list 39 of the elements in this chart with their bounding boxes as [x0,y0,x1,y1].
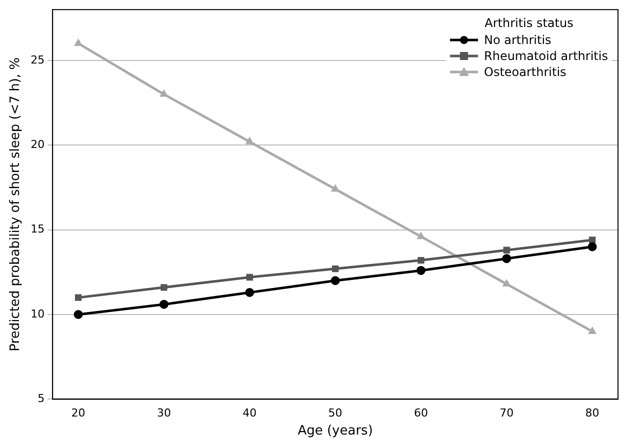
point [588,236,596,244]
point [331,184,340,192]
point [502,254,512,264]
x-tick-label: 40 [242,406,257,420]
point [245,288,254,297]
y-tick-label: 25 [30,53,45,66]
y-tick-label: 20 [30,138,45,151]
legend-title: Arthritis status [484,16,574,30]
point [74,38,82,46]
x-tick-label: 30 [156,406,171,420]
point [246,274,253,281]
point [160,284,168,291]
legend-label: No arthritis [484,32,552,47]
point [502,280,511,287]
x-tick-label: 80 [585,406,600,420]
point [330,276,340,286]
point [417,232,425,240]
point [246,137,254,144]
point [416,266,426,275]
point [588,242,597,252]
point [74,310,83,320]
point [503,246,510,254]
x-tick-label: 70 [500,406,514,420]
legend-label: Osteoarthritis [484,64,566,79]
y-axis-title: Predicted probability of short sleep (<7 h), % [8,57,24,352]
y-tick-label: 15 [30,222,45,236]
point [332,265,339,272]
point [588,326,596,334]
point [74,294,82,301]
y-tick-label: 10 [30,307,45,320]
point [160,90,168,97]
point [418,256,424,264]
y-tick-label: 5 [38,392,45,406]
x-tick-label: 20 [71,406,86,420]
x-tick-label: 50 [328,406,342,420]
x-axis-title: Age (years) [298,424,373,439]
x-tick-label: 60 [414,406,428,420]
legend-label: Rheumatoid arthritis [484,48,608,63]
point [159,300,168,309]
